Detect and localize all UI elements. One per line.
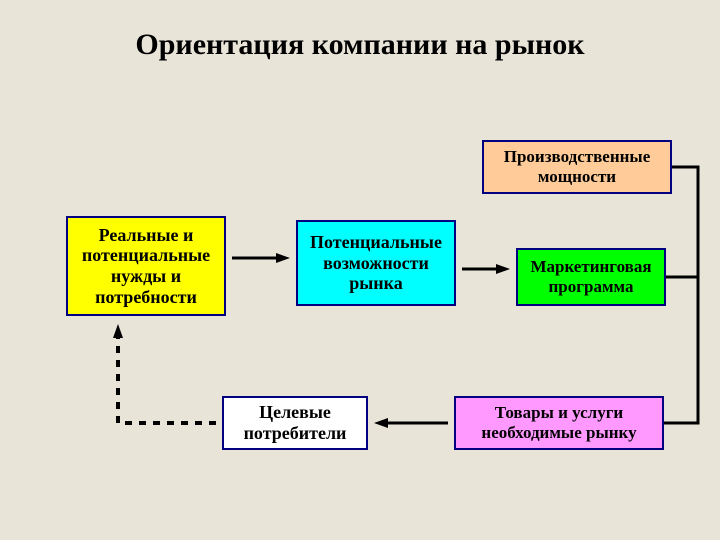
box-label: Производственные мощности <box>488 147 666 186</box>
box-label: Реальные и потенциальные нужды и потребн… <box>72 225 220 308</box>
box-label: Маркетинговая программа <box>522 257 660 296</box>
box-market-potential: Потенциальные возможности рынка <box>296 220 456 306</box>
box-label: Товары и услуги необходимые рынку <box>460 403 658 442</box>
box-label: Целевые потребители <box>228 402 362 443</box>
box-label: Потенциальные возможности рынка <box>302 232 450 294</box>
box-marketing-program: Маркетинговая программа <box>516 248 666 306</box>
slide: Ориентация компании на рынок Производств… <box>0 0 720 540</box>
box-production-capacity: Производственные мощности <box>482 140 672 194</box>
box-target-consumers: Целевые потребители <box>222 396 368 450</box>
box-goods-services: Товары и услуги необходимые рынку <box>454 396 664 450</box>
slide-title: Ориентация компании на рынок <box>0 28 720 62</box>
box-needs: Реальные и потенциальные нужды и потребн… <box>66 216 226 316</box>
